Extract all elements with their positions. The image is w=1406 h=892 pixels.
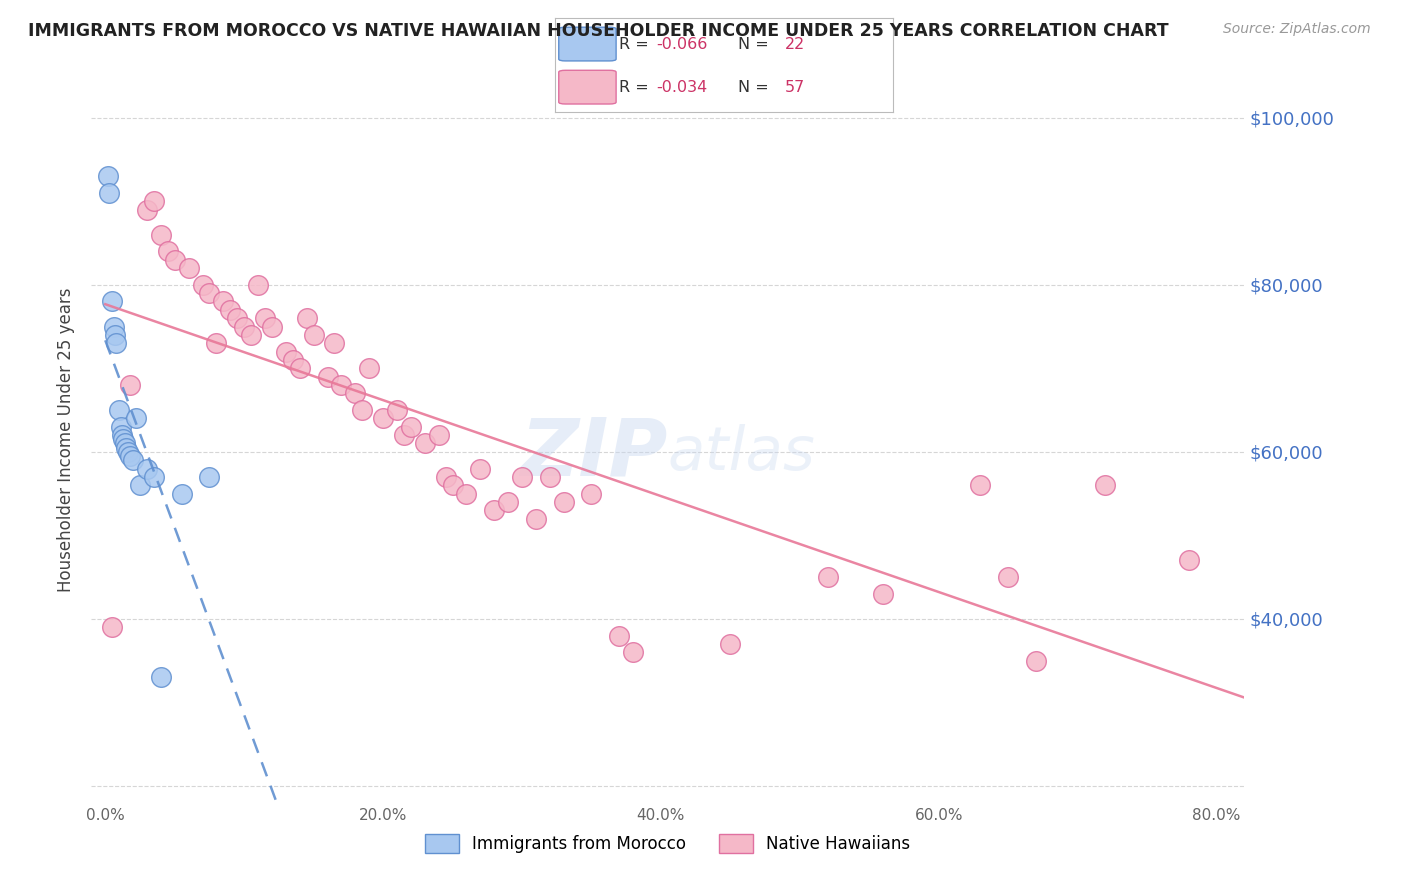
- Point: [198, 286, 221, 301]
- FancyBboxPatch shape: [558, 70, 616, 104]
- Point: [108, 403, 131, 417]
- Point: [219, 302, 242, 317]
- Text: 22: 22: [785, 37, 806, 52]
- Point: [260, 319, 283, 334]
- Point: [110, 419, 132, 434]
- Point: [524, 511, 547, 525]
- Point: [1177, 553, 1199, 567]
- Text: N =: N =: [738, 79, 773, 95]
- Point: [295, 311, 318, 326]
- Point: [330, 378, 353, 392]
- Point: [817, 570, 839, 584]
- Point: [177, 260, 200, 275]
- Point: [344, 386, 367, 401]
- Point: [240, 327, 263, 342]
- Point: [581, 486, 603, 500]
- Point: [427, 428, 450, 442]
- Point: [434, 470, 457, 484]
- Point: [112, 432, 135, 446]
- Point: [607, 629, 630, 643]
- Point: [142, 470, 165, 484]
- Text: Source: ZipAtlas.com: Source: ZipAtlas.com: [1223, 22, 1371, 37]
- Point: [129, 478, 152, 492]
- Point: [103, 319, 125, 334]
- Point: [718, 637, 741, 651]
- Point: [1094, 478, 1116, 492]
- Point: [1025, 654, 1047, 668]
- Point: [101, 620, 124, 634]
- Point: [105, 336, 128, 351]
- Point: [323, 336, 346, 351]
- Text: -0.034: -0.034: [657, 79, 707, 95]
- Point: [120, 378, 142, 392]
- Point: [441, 478, 464, 492]
- Point: [484, 503, 506, 517]
- Point: [302, 327, 325, 342]
- Text: atlas: atlas: [668, 425, 815, 483]
- Legend: Immigrants from Morocco, Native Hawaiians: Immigrants from Morocco, Native Hawaiian…: [419, 827, 917, 860]
- Point: [371, 411, 394, 425]
- Text: N =: N =: [738, 37, 773, 52]
- Point: [247, 277, 270, 292]
- Point: [621, 645, 644, 659]
- Point: [212, 294, 235, 309]
- Point: [969, 478, 991, 492]
- Point: [399, 419, 422, 434]
- Point: [101, 294, 124, 309]
- Point: [198, 470, 221, 484]
- Point: [226, 311, 249, 326]
- Point: [274, 344, 297, 359]
- Point: [233, 319, 256, 334]
- Text: -0.066: -0.066: [657, 37, 709, 52]
- Point: [117, 445, 139, 459]
- Point: [385, 403, 408, 417]
- FancyBboxPatch shape: [558, 28, 616, 61]
- Point: [98, 186, 121, 200]
- Text: R =: R =: [620, 79, 654, 95]
- Point: [496, 495, 519, 509]
- Point: [288, 361, 311, 376]
- Point: [456, 486, 478, 500]
- Point: [136, 202, 159, 217]
- Point: [149, 670, 172, 684]
- Point: [97, 169, 120, 183]
- Point: [156, 244, 179, 259]
- Point: [392, 428, 415, 442]
- Point: [104, 327, 127, 342]
- Point: [125, 411, 148, 425]
- Point: [111, 428, 134, 442]
- Point: [997, 570, 1019, 584]
- Point: [114, 436, 136, 450]
- Point: [149, 227, 172, 242]
- Text: R =: R =: [620, 37, 654, 52]
- Point: [413, 436, 436, 450]
- Point: [359, 361, 381, 376]
- Text: ZIP: ZIP: [520, 415, 668, 493]
- Point: [872, 587, 894, 601]
- Point: [120, 449, 142, 463]
- Point: [170, 486, 193, 500]
- Point: [205, 336, 228, 351]
- Point: [136, 461, 159, 475]
- Point: [510, 470, 533, 484]
- Point: [352, 403, 374, 417]
- Point: [253, 311, 276, 326]
- Point: [553, 495, 575, 509]
- Point: [115, 441, 138, 455]
- Text: 57: 57: [785, 79, 806, 95]
- Text: IMMIGRANTS FROM MOROCCO VS NATIVE HAWAIIAN HOUSEHOLDER INCOME UNDER 25 YEARS COR: IMMIGRANTS FROM MOROCCO VS NATIVE HAWAII…: [28, 22, 1168, 40]
- Point: [281, 353, 304, 368]
- Point: [122, 453, 145, 467]
- Y-axis label: Householder Income Under 25 years: Householder Income Under 25 years: [58, 287, 76, 591]
- Point: [316, 369, 339, 384]
- Point: [470, 461, 492, 475]
- Point: [191, 277, 214, 292]
- Point: [163, 252, 186, 267]
- Point: [538, 470, 561, 484]
- Point: [142, 194, 165, 209]
